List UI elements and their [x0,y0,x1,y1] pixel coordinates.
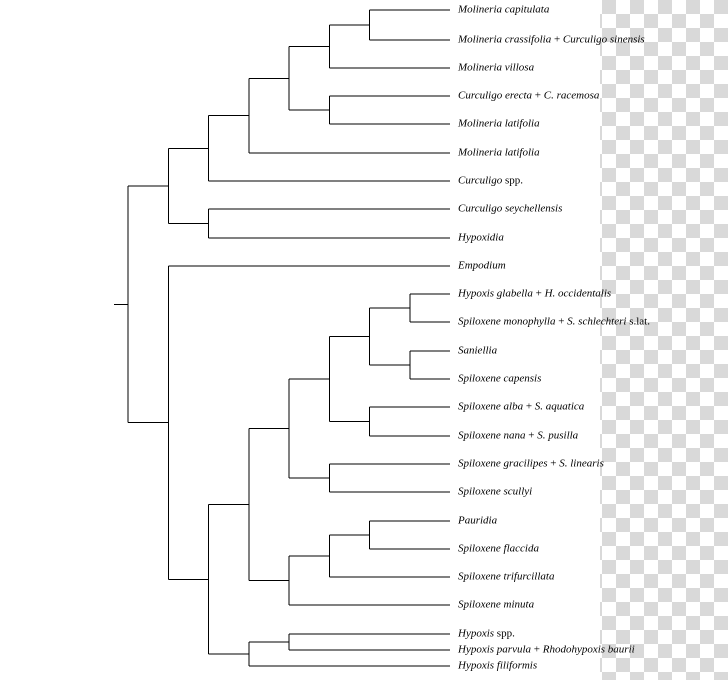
taxon-label: Molineria latifolia [458,119,540,130]
taxon-label: Spiloxene alba + S. aquatica [458,402,584,413]
taxon-label: Molineria latifolia [458,148,540,159]
taxon-label: Spiloxene scullyi [458,487,532,498]
taxon-label: Hypoxidia [458,233,504,244]
taxon-label: Molineria crassifolia + Curculigo sinens… [458,35,645,46]
taxon-label: Molineria capitulata [458,5,549,16]
taxon-label: Saniellia [458,346,497,357]
cladogram-stage: Molineria capitulata Molineria crassifoli… [0,0,728,680]
taxon-label: Hypoxis parvula + Rhodohypoxis baurii [458,645,635,656]
taxon-label: Curculigo seychellensis [458,204,562,215]
taxon-label: Spiloxene capensis [458,374,541,385]
taxon-label: Spiloxene trifurcillata [458,572,554,583]
taxon-label: Spiloxene nana + S. pusilla [458,431,578,442]
taxon-label: Pauridia [458,516,497,527]
taxon-label: Hypoxis glabella + H. occidentalis [458,289,611,300]
taxon-label: Hypoxis spp. [458,629,515,640]
taxon-label: Molineria villosa [458,63,534,74]
taxon-label: Empodium [458,261,506,272]
taxon-label: Hypoxis filiformis [458,661,537,672]
taxon-label: Spiloxene monophylla + S. schlechteri s.… [458,317,650,328]
taxon-label: Curculigo spp. [458,176,523,187]
taxon-label: Curculigo erecta + C. racemosa [458,91,599,102]
taxon-label: Spiloxene gracilipes + S. linearis [458,459,604,470]
taxon-label: Spiloxene flaccida [458,544,539,555]
cladogram-tree [0,0,728,680]
taxon-label: Spiloxene minuta [458,600,534,611]
